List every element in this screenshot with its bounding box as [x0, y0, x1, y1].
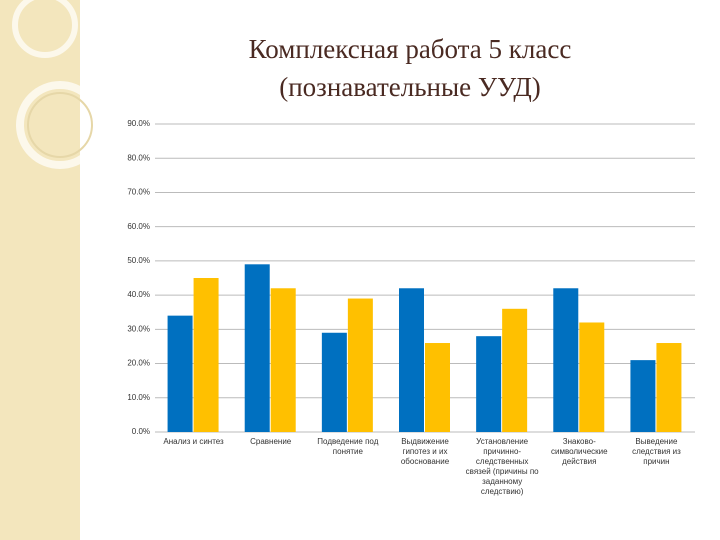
y-tick-label: 20.0% — [127, 359, 150, 368]
y-tick-label: 50.0% — [127, 256, 150, 265]
bar — [553, 288, 579, 432]
y-tick-label: 70.0% — [127, 188, 150, 197]
bar — [399, 288, 424, 432]
bar — [270, 288, 296, 432]
bar — [579, 322, 605, 432]
y-tick-label: 80.0% — [127, 153, 150, 162]
bar — [244, 264, 270, 432]
bar — [656, 343, 682, 432]
y-tick-label: 10.0% — [127, 393, 150, 402]
y-tick-label: 0.0% — [132, 427, 150, 436]
bar — [347, 298, 373, 432]
bar — [630, 360, 656, 432]
chart-title: Комплексная работа 5 класс (познавательн… — [248, 34, 572, 102]
y-tick-label: 30.0% — [127, 324, 150, 333]
bar — [321, 332, 347, 432]
x-tick-label: Анализ и синтез — [163, 437, 224, 446]
bar — [425, 343, 450, 432]
x-tick-label: Сравнение — [250, 437, 292, 446]
y-tick-label: 60.0% — [127, 222, 150, 231]
x-tick-label: Выведение следствия из причин — [632, 437, 681, 466]
x-tick-label: Знаково-символические действия — [550, 437, 608, 466]
bar — [167, 315, 193, 432]
x-tick-label: Выдвижение гипотез и их обоснование — [400, 437, 450, 466]
bar — [193, 278, 219, 432]
y-tick-label: 40.0% — [127, 290, 150, 299]
bar — [476, 336, 502, 432]
x-tick-label: Установление причинно-следственных связе… — [465, 437, 539, 496]
y-tick-label: 90.0% — [127, 119, 150, 128]
x-tick-label: Подведение под понятие — [317, 437, 379, 456]
bar — [502, 308, 528, 432]
